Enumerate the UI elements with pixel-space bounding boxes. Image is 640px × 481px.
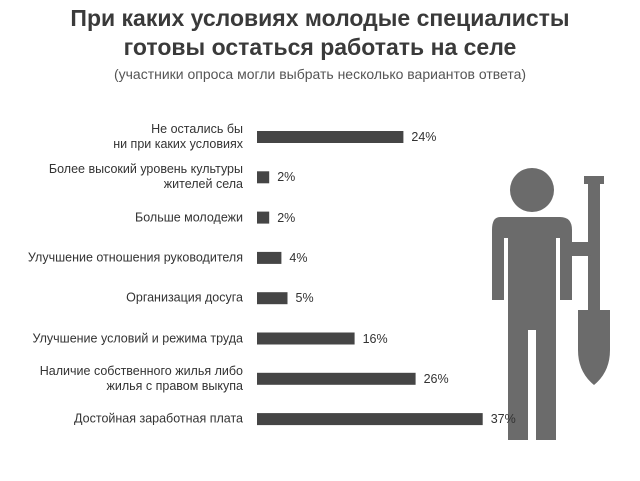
bar	[257, 211, 270, 224]
value-label: 2%	[277, 210, 296, 225]
value-label: 24%	[411, 130, 437, 144]
category-label: Более высокий уровень культуры жителей с…	[48, 162, 243, 192]
value-label: 37%	[490, 412, 516, 427]
category-label: Улучшение отношения руководителя	[27, 250, 243, 265]
bar	[257, 251, 282, 264]
value-label: 4%	[289, 250, 308, 265]
bar	[257, 131, 404, 143]
worker-icon	[492, 168, 610, 440]
chart-title: При каких условиях молодые специалисты г…	[70, 5, 570, 60]
value-label: 26%	[423, 371, 449, 386]
value-label: 5%	[295, 291, 314, 306]
value-label: 16%	[362, 331, 388, 346]
category-label: Организация досуга	[126, 290, 243, 305]
bar	[257, 171, 270, 184]
value-label: 2%	[277, 170, 296, 185]
bar	[257, 372, 416, 385]
bar	[257, 413, 483, 426]
bar	[257, 332, 355, 345]
category-label: Больше молодежи	[135, 210, 243, 225]
category-label: Не остались бы ни при каких условиях	[113, 122, 243, 151]
category-label: Достойная заработная плата	[74, 411, 243, 426]
category-label: Улучшение условий и режима труда	[32, 331, 243, 345]
category-label: Наличие собственного жилья либо жилья с …	[39, 363, 243, 393]
bar	[257, 292, 288, 305]
chart-subtitle: (участники опроса могли выбрать нескольк…	[113, 66, 527, 82]
